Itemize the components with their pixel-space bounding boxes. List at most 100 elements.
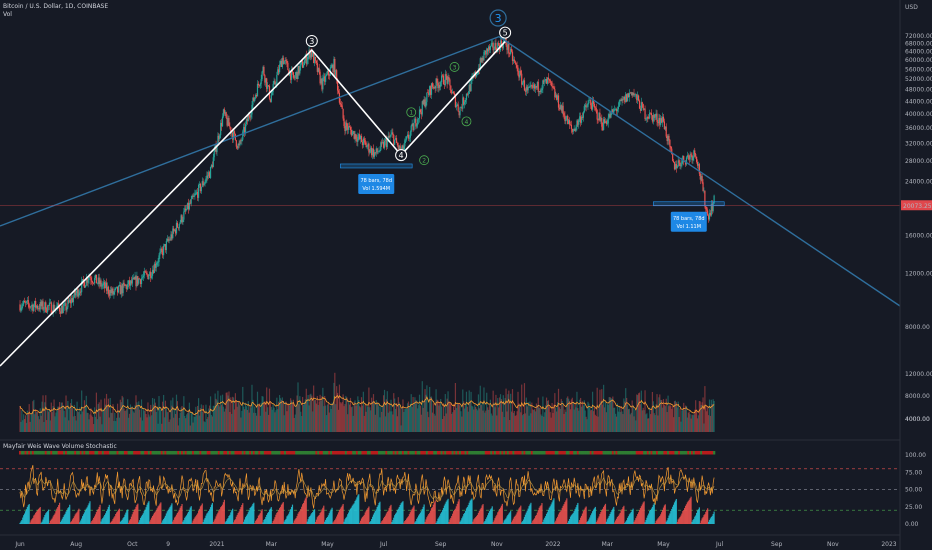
wave-volume-bar <box>428 514 430 524</box>
candle-body <box>431 83 434 87</box>
volume-bar <box>432 403 434 432</box>
stoch-tick-label: 0.00 <box>905 521 919 528</box>
volume-bar <box>163 394 165 432</box>
wave-volume-bar <box>326 516 329 524</box>
volume-bar <box>265 411 267 432</box>
candle-body <box>209 166 212 178</box>
wave-volume-bar <box>23 515 25 524</box>
trend-strip-cell <box>516 451 519 455</box>
volume-bar <box>434 415 436 432</box>
wave-volume-bar <box>97 508 99 524</box>
candle-body <box>420 112 422 115</box>
trend-strip-cell <box>691 451 694 455</box>
candle-body <box>538 91 540 93</box>
candle-body <box>643 108 645 110</box>
wave-volume-bar <box>396 510 399 524</box>
trend-strip-cell <box>66 451 70 455</box>
candle-body <box>319 71 321 84</box>
wave-volume-bar <box>337 512 340 524</box>
wave-volume-bar <box>61 518 63 524</box>
candle-body <box>514 61 516 64</box>
volume-bar <box>674 400 677 432</box>
range-measure-box <box>340 163 413 169</box>
volume-bar <box>27 413 29 432</box>
wave-volume-bar <box>675 498 677 524</box>
wave-volume-bar <box>327 515 329 524</box>
volume-bar <box>358 400 360 432</box>
wave-volume-bar <box>288 513 290 524</box>
trend-strip-cell <box>195 451 198 455</box>
candle-body <box>43 308 45 310</box>
volume-bar <box>364 403 366 432</box>
volume-bar <box>35 408 37 432</box>
wave-volume-bar <box>127 509 129 524</box>
candle-body <box>361 142 364 146</box>
wave-volume-bar <box>20 521 22 524</box>
current-price-badge <box>901 200 932 211</box>
wave-volume-bar <box>154 511 156 524</box>
candle-body <box>334 58 336 76</box>
trend-strip-cell <box>120 451 123 455</box>
wave-volume-bar <box>338 509 341 524</box>
candle-body <box>135 276 137 287</box>
wave-volume-bar <box>242 503 244 524</box>
volume-bar <box>481 402 483 432</box>
wave-volume-bar <box>625 521 627 524</box>
x-tick-label: 2021 <box>209 541 224 548</box>
candle-body <box>322 77 324 90</box>
trend-strip-cell <box>219 451 222 455</box>
candle-body <box>652 114 654 122</box>
candle-body <box>398 145 400 150</box>
candle-body <box>539 91 541 92</box>
candle-body <box>365 142 367 148</box>
trend-strip-cell <box>488 451 491 455</box>
wave-volume-bar <box>559 511 561 524</box>
volume-bar <box>22 420 24 432</box>
candle-body <box>71 298 74 303</box>
volume-bar <box>500 399 503 432</box>
volume-bar <box>35 412 38 432</box>
candle-body <box>156 262 158 266</box>
candle-body <box>360 135 363 143</box>
candle-body <box>609 114 611 118</box>
volume-bar <box>541 415 543 432</box>
candle-body <box>151 269 154 276</box>
volume-bar <box>284 402 286 432</box>
wave-volume-bar <box>46 512 48 524</box>
trend-strip-cell <box>269 451 272 455</box>
trend-strip-cell <box>694 451 697 455</box>
candle-body <box>294 75 296 78</box>
trend-strip-cell <box>88 451 92 455</box>
wave-volume-bar <box>691 521 693 524</box>
current-price-text: 20073.25 <box>903 203 932 210</box>
volume-bar <box>661 407 664 432</box>
wave-volume-bar <box>65 511 67 524</box>
volume-bar <box>712 399 714 432</box>
volume-bar <box>376 402 378 432</box>
volume-bar <box>189 425 191 432</box>
wave-volume-bar <box>143 511 145 524</box>
wave-label-circle <box>499 26 512 39</box>
wave-volume-bar <box>269 508 271 524</box>
trend-strip-cell <box>182 451 186 455</box>
volume-bar <box>200 404 202 432</box>
wave-volume-bar <box>551 502 553 524</box>
trend-strip-cell <box>105 451 108 455</box>
volume-bar <box>464 404 467 432</box>
volume-bar <box>95 392 98 432</box>
trend-strip-cell <box>573 451 576 455</box>
wave-volume-bar <box>229 514 231 524</box>
trend-strip-cell <box>258 451 261 455</box>
trend-strip-cell <box>459 451 462 455</box>
wave-volume-bar <box>612 508 614 524</box>
candle-body <box>249 116 251 118</box>
wave-volume-bar <box>440 513 442 524</box>
wave-volume-bar <box>658 517 660 524</box>
wave-volume-bar <box>102 518 104 524</box>
candle-body <box>384 139 387 141</box>
candle-body <box>160 248 162 253</box>
candle-body <box>627 93 630 98</box>
volume-bar <box>524 413 526 432</box>
candle-body <box>656 113 658 122</box>
